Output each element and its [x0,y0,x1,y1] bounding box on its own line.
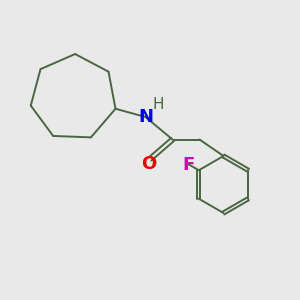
Text: F: F [183,155,195,173]
Text: O: O [141,155,156,173]
Text: H: H [152,97,164,112]
Text: N: N [138,108,153,126]
